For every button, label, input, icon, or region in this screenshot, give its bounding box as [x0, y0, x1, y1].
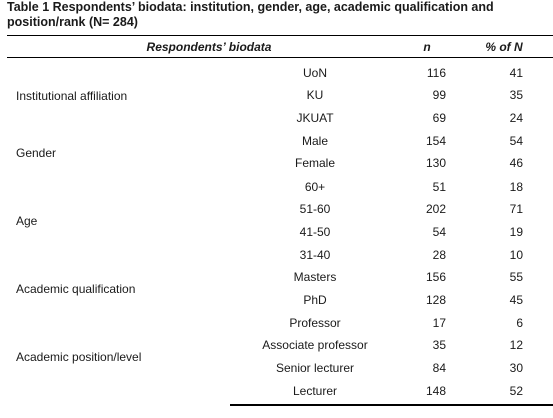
- row-item-label: 41-50: [299, 225, 331, 239]
- row-n-value: 116: [426, 66, 446, 80]
- group-label: Academic qualification: [16, 282, 136, 296]
- row-n-value: 69: [432, 111, 446, 125]
- row-percent-value: 10: [509, 248, 523, 262]
- row-n-value: 35: [432, 338, 446, 352]
- table-top-rule: [7, 35, 553, 36]
- row-percent-value: 52: [509, 384, 523, 398]
- row-n-value: 54: [432, 225, 446, 239]
- row-percent-value: 19: [509, 225, 523, 239]
- table-header-rule: [7, 57, 553, 58]
- row-item-label: Professor: [289, 316, 341, 330]
- header-respondents-biodata: Respondents’ biodata: [146, 40, 272, 54]
- row-n-value: 28: [432, 248, 446, 262]
- row-item-label: Lecturer: [292, 384, 338, 398]
- group-label: Institutional affiliation: [16, 89, 128, 103]
- row-item-label: PhD: [303, 293, 327, 307]
- row-percent-value: 24: [509, 111, 523, 125]
- header-n: n: [423, 40, 431, 54]
- row-percent-value: 71: [509, 202, 523, 216]
- row-item-label: Associate professor: [262, 338, 368, 352]
- row-item-label: 51-60: [299, 202, 331, 216]
- row-item-label: 31-40: [299, 248, 331, 262]
- row-item-label: Masters: [293, 270, 337, 284]
- row-item-label: KU: [306, 88, 324, 102]
- row-percent-value: 12: [509, 338, 523, 352]
- row-percent-value: 41: [509, 66, 523, 80]
- row-n-value: 17: [432, 316, 446, 330]
- row-n-value: 154: [425, 134, 446, 148]
- row-n-value: 128: [425, 293, 446, 307]
- table-bottom-rule: [230, 404, 553, 406]
- row-item-label: Male: [301, 134, 329, 148]
- row-percent-value: 35: [509, 88, 523, 102]
- row-percent-value: 55: [509, 270, 523, 284]
- table-caption-line-1: Table 1 Respondents’ biodata: institutio…: [7, 0, 494, 14]
- row-percent-value: 45: [509, 293, 523, 307]
- row-item-label: UoN: [302, 66, 328, 80]
- group-label: Gender: [16, 146, 57, 160]
- row-item-label: Female: [294, 156, 336, 170]
- table-caption-line-2: position/rank (N= 284): [7, 15, 138, 29]
- row-percent-value: 46: [509, 156, 523, 170]
- group-label: Academic position/level: [16, 350, 142, 364]
- row-item-label: JKUAT: [296, 111, 334, 125]
- header-percent-of-n: % of N: [485, 40, 523, 54]
- row-percent-value: 18: [509, 180, 523, 194]
- row-n-value: 202: [425, 202, 446, 216]
- row-percent-value: 30: [509, 361, 523, 375]
- row-n-value: 99: [432, 88, 446, 102]
- row-n-value: 156: [425, 270, 446, 284]
- row-n-value: 148: [425, 384, 446, 398]
- table-caption: Table 1 Respondents’ biodata: institutio…: [7, 0, 553, 30]
- group-label: Age: [16, 214, 38, 228]
- row-percent-value: 6: [516, 316, 523, 330]
- row-percent-value: 54: [509, 134, 523, 148]
- row-n-value: 84: [432, 361, 446, 375]
- row-n-value: 51: [432, 180, 446, 194]
- row-item-label: 60+: [304, 180, 326, 194]
- row-item-label: Senior lecturer: [275, 361, 355, 375]
- row-n-value: 130: [425, 156, 446, 170]
